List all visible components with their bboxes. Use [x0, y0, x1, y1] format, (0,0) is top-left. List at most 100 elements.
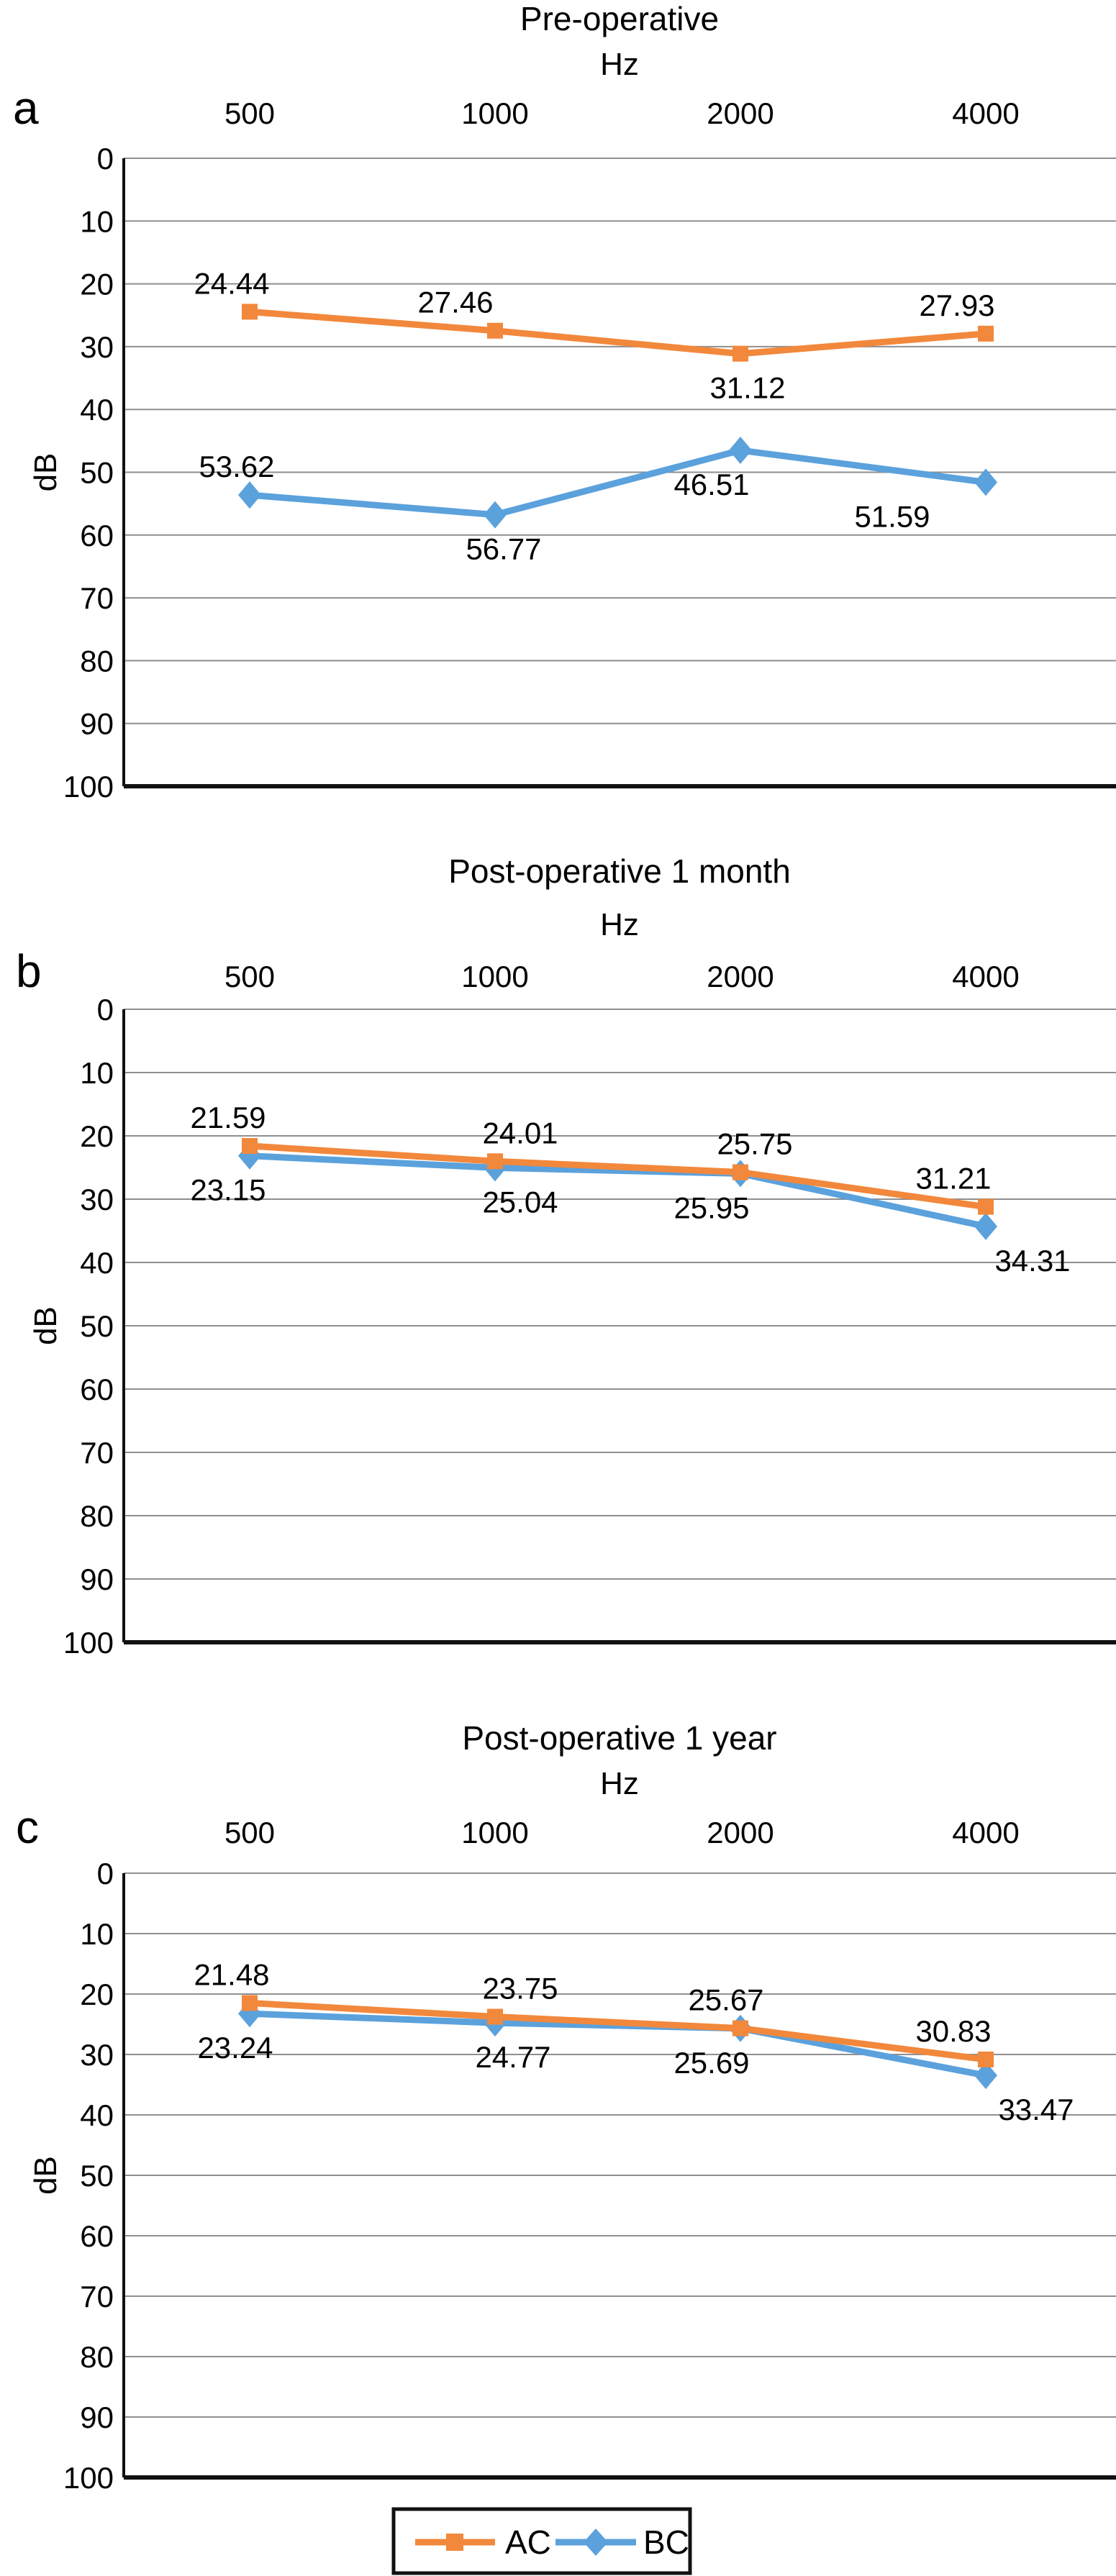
data-label-ac: 24.44	[194, 266, 269, 300]
x-tick-label: 2000	[707, 1816, 774, 1849]
square-marker-icon	[978, 325, 994, 342]
y-tick-label: 60	[80, 1373, 114, 1406]
y-tick-label: 100	[63, 770, 114, 804]
y-tick-label: 60	[80, 2219, 114, 2253]
x-tick-label: 1000	[461, 1816, 528, 1849]
square-marker-icon	[487, 2008, 503, 2025]
data-label-bc: 23.24	[197, 2031, 273, 2065]
panel-b-title: Post-operative 1 month	[448, 852, 791, 890]
diamond-marker-icon	[238, 481, 261, 509]
legend-ac-label: AC	[505, 2523, 551, 2561]
panel-c-title: Post-operative 1 year	[462, 1719, 776, 1757]
x-tick-label: 2000	[707, 96, 774, 130]
y-tick-label: 80	[80, 644, 114, 678]
panel-a-letter: a	[13, 82, 39, 134]
square-marker-icon	[978, 2051, 994, 2067]
square-marker-icon	[732, 345, 748, 362]
square-marker-icon	[732, 1164, 748, 1180]
diamond-marker-icon	[974, 2062, 997, 2090]
panel-c-letter: c	[16, 1801, 39, 1853]
x-tick-label: 500	[224, 1816, 275, 1849]
square-marker-icon	[732, 2020, 748, 2036]
square-marker-icon	[242, 304, 258, 320]
data-label-ac: 25.67	[688, 1983, 763, 2017]
y-tick-label: 50	[80, 1309, 114, 1343]
panel-c-plot: 0 10 20 30 40 50 60 70 80 90 100 dB 500 1000 2000 4000 2…	[28, 1816, 1116, 2495]
series-line-ac	[249, 1142, 986, 1211]
diamond-marker-icon	[974, 468, 997, 496]
legend-ac-square-marker-icon	[446, 2534, 463, 2551]
panel-a-title: Pre-operative	[520, 0, 719, 37]
data-label-bc: 46.51	[673, 468, 749, 501]
data-label-ac: 21.48	[194, 1957, 269, 1991]
y-tick-label: 70	[80, 2280, 114, 2313]
x-tick-label: 4000	[952, 960, 1019, 993]
y-tick-label: 70	[80, 581, 114, 615]
data-label-bc: 25.69	[673, 2046, 749, 2080]
data-label-ac: 31.21	[915, 1162, 991, 1196]
panel-c-x-axis-unit: Hz	[600, 1766, 639, 1801]
y-tick-label: 90	[80, 1562, 114, 1596]
square-marker-icon	[242, 1995, 258, 2011]
y-tick-label: 50	[80, 2159, 114, 2193]
y-tick-label: 30	[80, 2038, 114, 2072]
series-line-bc	[249, 1152, 986, 1230]
data-label-bc: 23.15	[190, 1173, 266, 1207]
y-tick-label: 30	[80, 330, 114, 364]
x-tick-label: 4000	[952, 1816, 1019, 1849]
data-label-bc: 56.77	[466, 532, 541, 566]
data-label-ac: 27.93	[919, 288, 994, 322]
diamond-marker-icon	[729, 437, 752, 465]
data-label-bc: 34.31	[994, 1244, 1070, 1278]
square-marker-icon	[487, 1153, 503, 1170]
data-label-bc: 51.59	[854, 499, 930, 533]
y-tick-label: 30	[80, 1183, 114, 1216]
y-tick-label: 40	[80, 393, 114, 427]
x-tick-label: 4000	[952, 96, 1019, 130]
square-marker-icon	[978, 1198, 994, 1215]
x-tick-label: 1000	[461, 960, 528, 993]
y-tick-label: 90	[80, 2400, 114, 2434]
y-tick-label: 10	[80, 1056, 114, 1090]
y-tick-label: 70	[80, 1436, 114, 1470]
data-label-bc: 25.95	[673, 1191, 749, 1224]
y-tick-label: 20	[80, 1977, 114, 2011]
y-tick-label: 0	[97, 142, 114, 176]
y-axis-unit: dB	[28, 2156, 63, 2195]
y-axis-unit: dB	[28, 1306, 63, 1345]
y-tick-label: 80	[80, 1499, 114, 1533]
data-label-bc: 33.47	[998, 2093, 1074, 2126]
x-tick-label: 500	[224, 96, 275, 130]
y-tick-label: 20	[80, 268, 114, 301]
x-tick-label: 500	[224, 960, 275, 993]
y-tick-label: 10	[80, 204, 114, 238]
data-label-ac: 31.12	[709, 371, 785, 405]
y-tick-label: 0	[97, 993, 114, 1027]
data-label-ac: 24.01	[482, 1116, 558, 1150]
square-marker-icon	[242, 1137, 258, 1154]
y-tick-label: 40	[80, 1246, 114, 1280]
y-tick-label: 50	[80, 456, 114, 490]
data-label-ac: 21.59	[190, 1101, 266, 1134]
data-label-ac: 23.75	[482, 1972, 558, 2006]
y-tick-label: 60	[80, 519, 114, 552]
y-tick-label: 80	[80, 2340, 114, 2374]
data-label-bc: 53.62	[199, 450, 274, 483]
diamond-marker-icon	[484, 501, 507, 529]
panel-b-letter: b	[16, 945, 42, 997]
y-axis-unit: dB	[28, 453, 63, 492]
legend-bc-label: BC	[643, 2523, 689, 2561]
y-tick-label: 10	[80, 1917, 114, 1951]
x-tick-label: 2000	[707, 960, 774, 993]
x-tick-label: 1000	[461, 96, 528, 130]
data-label-bc: 25.04	[482, 1185, 558, 1219]
panel-a-x-axis-unit: Hz	[600, 47, 639, 82]
series-line-bc	[249, 447, 986, 519]
legend: AC BC	[391, 2507, 692, 2575]
y-tick-label: 40	[80, 2098, 114, 2132]
y-tick-label: 20	[80, 1119, 114, 1153]
series-line-ac	[249, 308, 986, 358]
square-marker-icon	[487, 322, 503, 339]
